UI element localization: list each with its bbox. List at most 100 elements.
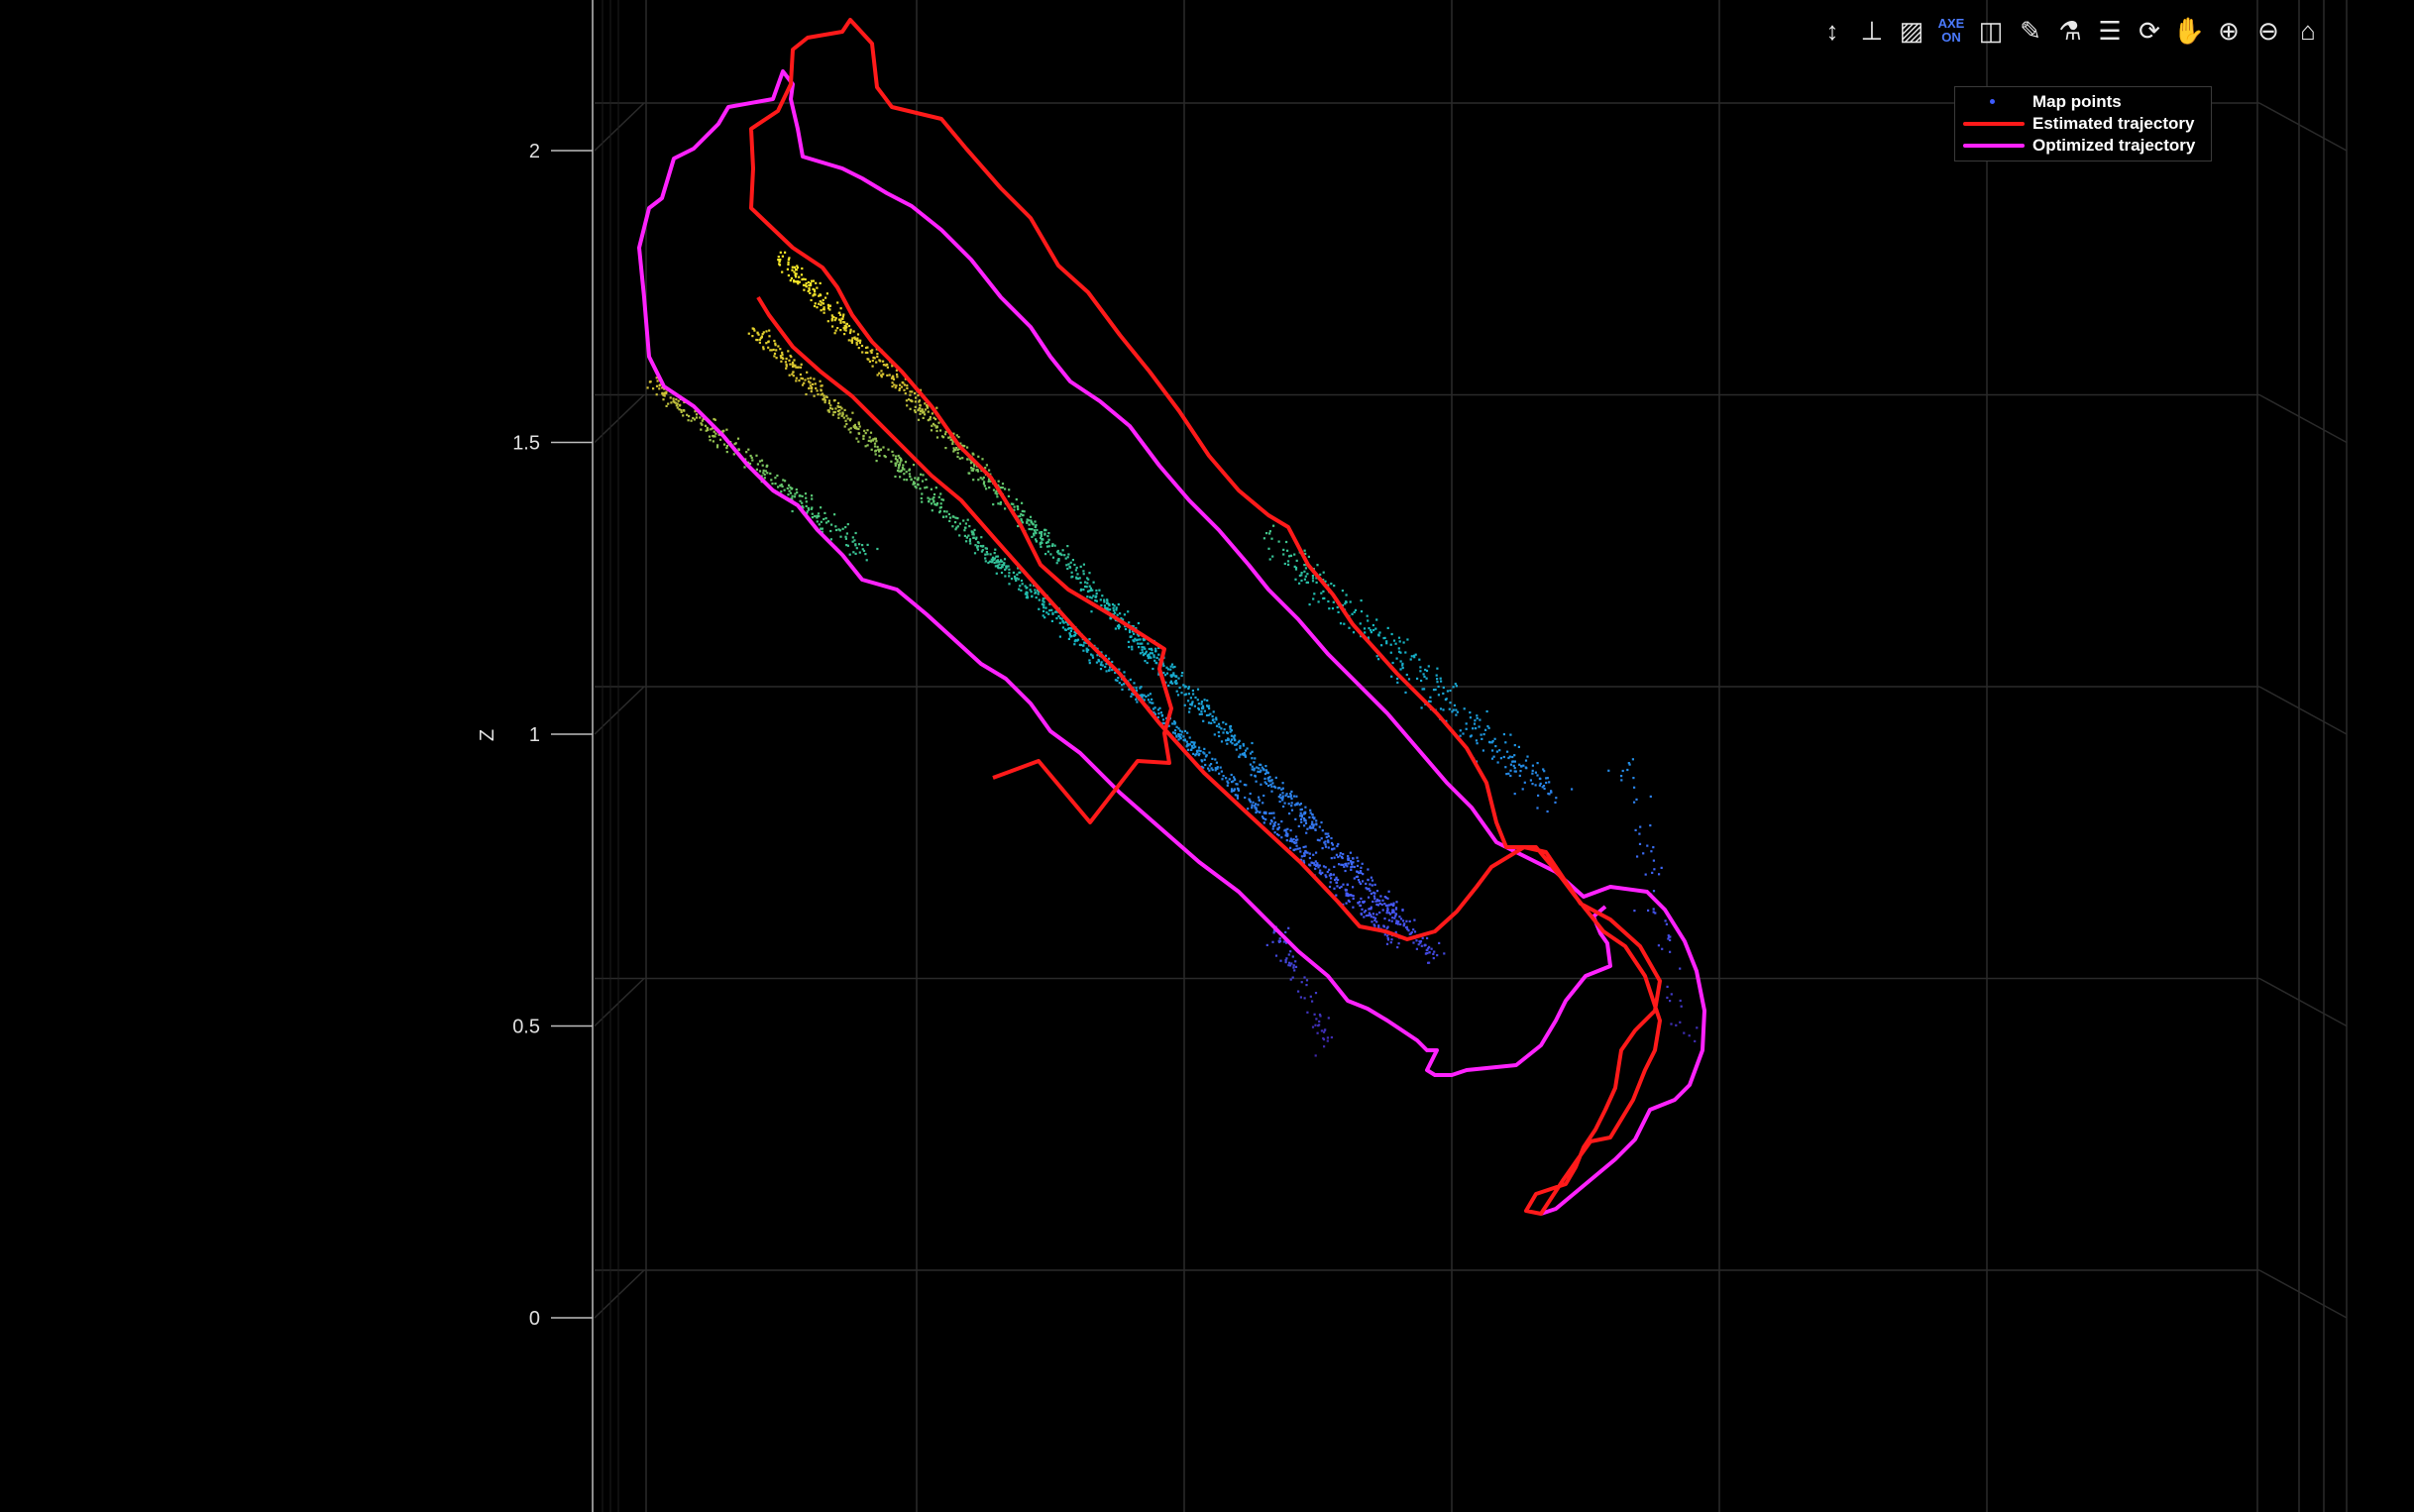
map-point <box>769 472 772 475</box>
legend-swatch-optimized <box>1963 135 2025 157</box>
map-point <box>1302 845 1305 849</box>
map-point <box>831 407 834 410</box>
map-point <box>1555 797 1558 800</box>
map-point <box>982 483 985 486</box>
map-point <box>1190 740 1193 744</box>
map-point <box>947 512 950 516</box>
map-point <box>1043 532 1046 535</box>
map-point <box>1265 532 1268 535</box>
map-point <box>1668 935 1671 938</box>
map-point <box>836 327 839 330</box>
map-point <box>1352 857 1355 860</box>
map-point <box>1293 565 1296 568</box>
map-point <box>1282 805 1285 809</box>
map-point <box>663 393 666 396</box>
pan-vertical-icon[interactable]: ↕ <box>1825 16 1839 46</box>
map-point <box>1128 629 1132 632</box>
map-point <box>902 381 905 384</box>
home-icon[interactable]: ⌂ <box>2300 16 2316 46</box>
map-point <box>1303 549 1306 552</box>
map-point <box>914 400 917 403</box>
map-point <box>793 495 797 498</box>
map-point <box>1351 863 1354 866</box>
map-point <box>1226 780 1229 783</box>
map-point <box>785 363 788 366</box>
map-point <box>837 416 840 419</box>
map-point <box>905 471 908 474</box>
map-point <box>1114 611 1117 614</box>
map-point <box>1295 844 1298 847</box>
map-point <box>1335 853 1338 856</box>
map-point <box>1389 913 1392 916</box>
map-point <box>1330 877 1333 880</box>
rotate-icon[interactable]: ⟳ <box>2139 16 2160 46</box>
map-point <box>1030 520 1033 523</box>
map-point <box>1020 517 1023 521</box>
map-point <box>1278 787 1281 790</box>
map-point <box>830 318 833 321</box>
map-point <box>1312 826 1315 829</box>
map-point <box>1280 788 1283 791</box>
map-point <box>1479 718 1481 721</box>
zoom-in-icon[interactable]: ⊕ <box>2218 16 2240 46</box>
map-point <box>1432 957 1435 960</box>
map-point <box>1095 661 1098 664</box>
map-point <box>1346 883 1349 886</box>
map-point <box>997 566 1000 569</box>
map-point <box>791 497 794 500</box>
map-point <box>1293 553 1296 556</box>
map-point <box>1385 640 1388 643</box>
map-point <box>1063 628 1066 631</box>
map-point <box>853 336 856 339</box>
cube-view-icon[interactable]: ◫ <box>1978 16 2004 46</box>
zoom-out-icon[interactable]: ⊖ <box>2257 16 2279 46</box>
map-point <box>1367 619 1370 622</box>
pan-hand-icon[interactable]: ✋ <box>2172 16 2206 46</box>
flask-icon[interactable]: ⚗ <box>2058 16 2082 46</box>
map-point <box>1091 656 1095 659</box>
map-point <box>927 496 930 499</box>
map-point <box>1040 541 1042 544</box>
map-point <box>1242 744 1245 747</box>
map-point <box>921 480 925 483</box>
axes-icon[interactable]: ⊥ <box>1860 16 1884 46</box>
map-point <box>1236 783 1239 786</box>
map-point <box>795 272 798 275</box>
map-point <box>833 398 836 402</box>
map-point <box>1554 801 1557 804</box>
legend-icon[interactable]: ☰ <box>2098 16 2122 46</box>
map-point <box>1075 566 1078 570</box>
map-point <box>1393 917 1396 919</box>
hatch-icon[interactable]: ▨ <box>1899 16 1924 46</box>
map-point <box>1073 643 1076 646</box>
map-point <box>1230 773 1233 777</box>
map-point <box>1453 703 1456 706</box>
map-point <box>864 432 867 435</box>
map-point <box>753 329 756 332</box>
map-point <box>1337 610 1340 613</box>
map-point <box>1327 835 1330 838</box>
map-point <box>875 460 878 463</box>
brush-icon[interactable]: ✎ <box>2020 16 2041 46</box>
map-point <box>952 515 955 518</box>
map-point <box>1368 627 1371 630</box>
map-point <box>935 429 938 433</box>
map-point <box>966 518 969 521</box>
map-point <box>1222 721 1225 724</box>
map-point <box>1141 694 1144 697</box>
map-point <box>1304 849 1307 853</box>
map-point <box>1420 944 1423 947</box>
map-point <box>857 432 860 435</box>
map-point <box>1281 787 1284 790</box>
map-point <box>1370 629 1372 632</box>
map-point <box>1023 510 1026 513</box>
map-point <box>787 261 790 264</box>
axes-on-toggle[interactable]: AXE ON <box>1934 14 1968 48</box>
map-point <box>878 450 881 453</box>
map-point <box>1196 688 1200 691</box>
map-point <box>1299 817 1303 821</box>
map-point <box>1271 940 1274 943</box>
map-point <box>1289 793 1292 796</box>
map-point <box>1372 891 1375 894</box>
